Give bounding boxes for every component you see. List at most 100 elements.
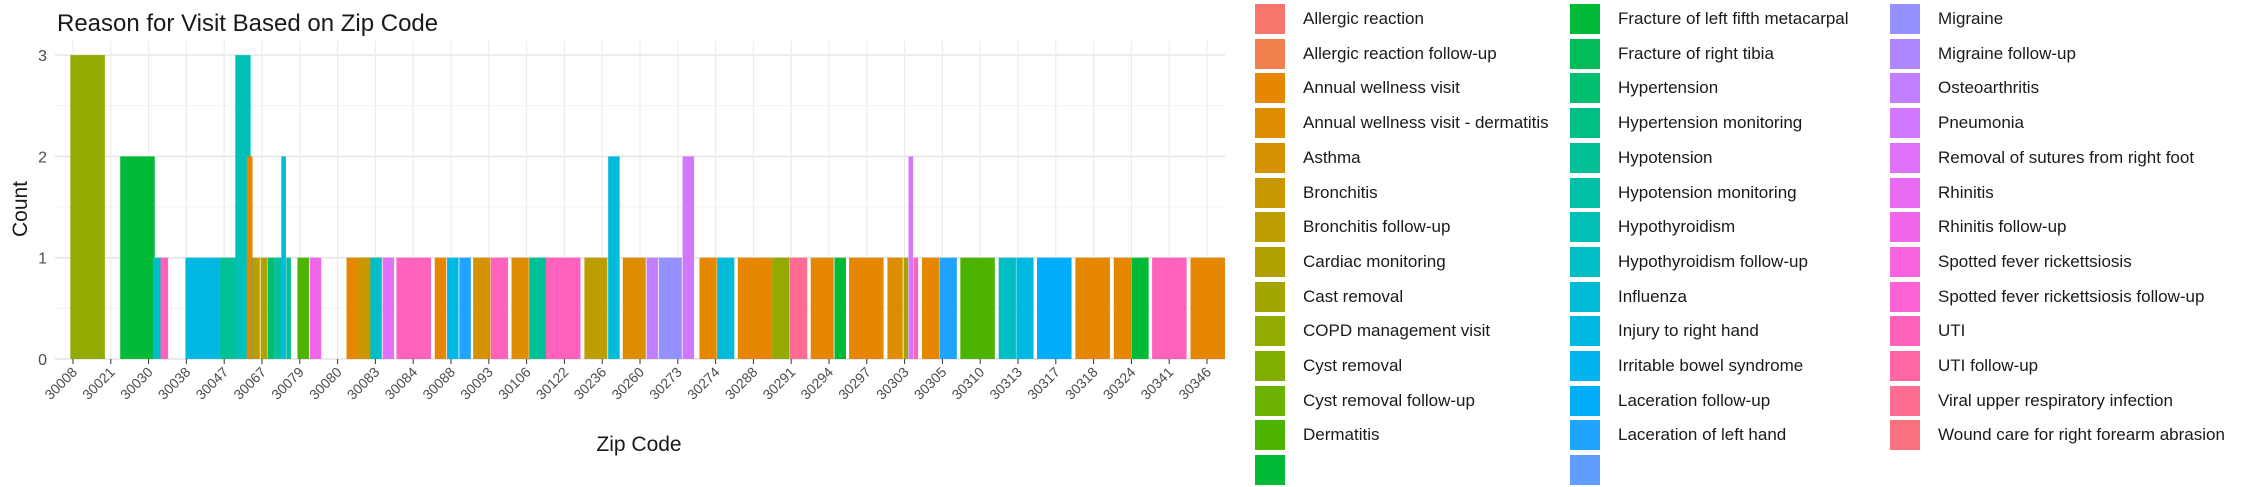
legend-item: Allergic reaction [1255,2,1424,36]
bar [152,257,161,359]
legend-item: Allergic reaction follow-up [1255,37,1497,71]
bar [1152,257,1187,359]
x-tick-label: 30273 [646,364,685,403]
legend-label: Annual wellness visit [1303,78,1460,98]
x-tick-label: 30274 [684,364,723,403]
legend-label: Viral upper respiratory infection [1938,390,2173,410]
legend-label: Laceration of left hand [1618,425,1787,445]
legend-item: Bronchitis follow-up [1255,210,1450,244]
bar [921,257,940,359]
bar [1190,257,1225,359]
legend-label: Irritable bowel syndrome [1618,356,1804,375]
legend-swatch [1890,142,1920,173]
legend-swatch [1570,281,1600,312]
legend-item: Injury to right hand [1570,314,1759,348]
legend-item: Laceration follow-up [1570,384,1770,418]
legend-item-cut-off [1255,453,1303,487]
x-tick-label: 30122 [533,364,572,403]
x-tick-label: 30346 [1175,364,1214,403]
legend-label: Annual wellness visit - dermatitis [1303,113,1549,133]
legend-item: Fracture of left fifth metacarpal [1570,2,1849,36]
bar [849,257,884,359]
y-tick-label: 0 [38,352,47,369]
legend-item: Viral upper respiratory infection [1890,384,2173,418]
x-tick-label: 30236 [570,364,609,403]
legend-swatch [1255,73,1285,104]
legend-item: COPD management visit [1255,314,1490,348]
bar [608,156,620,359]
bar [160,257,169,359]
legend-swatch [1890,4,1920,34]
legend-label: Cardiac monitoring [1303,251,1446,271]
bar [913,257,919,359]
bar [529,257,547,359]
y-tick-labels: 0 1 2 3 [38,48,47,369]
legend-item: Influenza [1570,280,1687,314]
legend-label: Laceration follow-up [1618,390,1771,410]
bar [1131,257,1149,359]
legend-label: Rhinitis follow-up [1938,217,2067,237]
legend-item: Removal of sutures from right foot [1890,141,2194,175]
legend-label: Allergic reaction [1303,9,1424,28]
legend-item: Hypotension [1570,141,1713,175]
x-tick-label: 30341 [1137,364,1176,403]
legend-swatch [1890,420,1920,451]
legend-item: Fracture of right tibia [1570,37,1774,71]
legend-swatch [1890,108,1920,139]
legend-swatch [1890,385,1920,416]
legend-swatch [1255,351,1285,381]
legend-label: COPD management visit [1303,321,1491,341]
bar [646,257,659,359]
bar [903,257,909,359]
bar [1075,257,1110,359]
bar [772,257,790,359]
legend-swatch [1890,246,1920,277]
bar [737,257,773,359]
legend-swatch [1255,212,1285,243]
x-tick-label: 30084 [381,364,420,403]
bar [546,257,581,359]
x-tick-label: 30324 [1100,364,1139,403]
x-axis-label: Zip Code [596,433,681,456]
bar [473,257,491,359]
legend-label: Hypothyroidism follow-up [1618,251,1808,271]
x-tick-label: 30080 [306,364,345,403]
legend-swatch [1890,38,1920,69]
legend-item: Annual wellness visit - dermatitis [1255,106,1549,140]
x-tick-label: 30030 [117,364,156,403]
legend-label: Fracture of right tibia [1618,43,1774,63]
legend-label: Allergic reaction follow-up [1303,43,1497,63]
legend-item-cut-off [1570,453,1618,487]
legend-label: Migraine follow-up [1938,43,2076,63]
legend-item: Hypertension [1570,71,1718,105]
legend-swatch [1255,420,1285,451]
legend-item: Cyst removal follow-up [1255,384,1475,418]
y-tick-label: 3 [38,48,47,65]
legend-item: Irritable bowel syndrome [1570,349,1803,383]
bar [887,257,903,359]
y-tick-label: 1 [38,251,47,268]
legend: Allergic reaction Allergic reaction follo… [1255,0,2250,486]
bar [252,257,260,359]
bar [120,156,155,359]
legend-label: UTI follow-up [1938,356,2039,375]
bar [434,257,447,359]
x-tick-label: 30291 [759,364,798,403]
legend-swatch [1570,212,1600,243]
legend-label: Osteoarthritis [1938,78,2040,98]
x-tick-label: 30106 [495,364,534,403]
x-tick-label: 30067 [230,364,269,403]
x-tick-label: 30083 [344,364,383,403]
legend-swatch [1255,177,1285,208]
legend-swatch [1255,4,1285,34]
bar [622,257,646,359]
bar [490,257,509,359]
legend-label: Dermatitis [1303,425,1380,445]
x-tick-label: 30260 [608,364,647,403]
legend-swatch [1570,177,1600,208]
legend-swatch [1255,281,1285,312]
x-tick-label: 30313 [986,364,1025,403]
legend-item: Migraine follow-up [1890,37,2076,71]
bar [908,156,914,359]
y-tick-label: 2 [38,149,47,166]
